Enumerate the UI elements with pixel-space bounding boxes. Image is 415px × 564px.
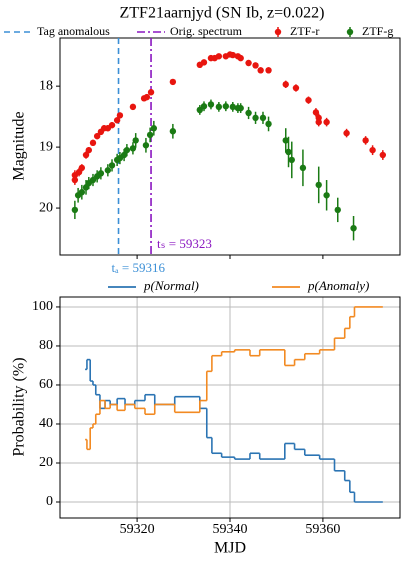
legend-label: Tag anomalous bbox=[37, 24, 110, 38]
data-point bbox=[237, 54, 244, 62]
y-tick-label: 60 bbox=[39, 377, 53, 392]
y-tick-label: 20 bbox=[39, 455, 53, 470]
data-point bbox=[252, 114, 259, 122]
data-point bbox=[85, 146, 92, 154]
data-point bbox=[245, 59, 252, 67]
data-point bbox=[305, 96, 312, 104]
legend-label: p(Anomaly) bbox=[307, 278, 369, 293]
data-point bbox=[343, 129, 350, 137]
data-point bbox=[150, 125, 158, 132]
x-tick-label: 59340 bbox=[213, 522, 248, 537]
data-point bbox=[288, 156, 295, 164]
data-point bbox=[169, 78, 177, 86]
data-point bbox=[282, 137, 289, 144]
data-point bbox=[362, 137, 369, 144]
data-point bbox=[282, 81, 289, 88]
data-point bbox=[71, 176, 79, 184]
y-tick-label: 80 bbox=[39, 338, 53, 353]
data-point bbox=[93, 132, 101, 140]
data-point bbox=[334, 206, 341, 214]
data-point bbox=[259, 114, 267, 122]
data-point bbox=[97, 170, 105, 177]
data-point bbox=[116, 112, 124, 119]
data-point bbox=[132, 137, 139, 144]
data-point bbox=[129, 103, 137, 111]
data-point bbox=[129, 145, 137, 152]
y-tick-label: 19 bbox=[39, 139, 53, 154]
data-point bbox=[215, 103, 223, 111]
data-point bbox=[89, 139, 97, 147]
y-tick-label: 20 bbox=[39, 200, 53, 215]
y-axis-label: Probability (%) bbox=[11, 357, 28, 456]
data-point bbox=[323, 192, 330, 199]
legend-label: ZTF-g bbox=[362, 24, 393, 38]
data-point bbox=[207, 101, 215, 108]
data-point bbox=[146, 131, 154, 139]
y-tick-label: 100 bbox=[32, 299, 53, 314]
data-point bbox=[104, 167, 112, 174]
data-point bbox=[78, 164, 86, 172]
data-point bbox=[200, 59, 208, 66]
y-tick-label: 0 bbox=[46, 494, 53, 509]
data-point bbox=[292, 84, 300, 92]
legend-label: p(Normal) bbox=[143, 278, 199, 293]
data-point bbox=[120, 151, 128, 159]
data-point bbox=[252, 62, 259, 69]
data-point bbox=[369, 146, 376, 154]
data-point bbox=[265, 67, 272, 74]
data-point bbox=[82, 151, 90, 159]
data-point bbox=[323, 118, 330, 126]
legend-label: Orig. spectrum bbox=[170, 24, 243, 38]
data-point bbox=[299, 164, 307, 172]
legend-label: ZTF-r bbox=[290, 24, 319, 38]
data-point bbox=[257, 67, 264, 74]
plot-frame bbox=[59, 296, 401, 519]
data-point bbox=[222, 103, 230, 110]
data-point bbox=[245, 109, 252, 117]
chart-title: ZTF21aarnjyd (SN Ib, z=0.022) bbox=[120, 5, 325, 22]
plot-frame bbox=[59, 37, 401, 256]
data-point bbox=[237, 104, 244, 112]
data-point bbox=[71, 206, 79, 214]
data-point bbox=[108, 121, 116, 129]
data-point bbox=[200, 103, 208, 110]
legend-swatch bbox=[346, 28, 354, 36]
data-point bbox=[78, 189, 86, 196]
y-axis-label: Magnitude bbox=[11, 111, 28, 180]
annotation: tₐ = 59316 bbox=[112, 260, 166, 275]
data-point bbox=[350, 224, 357, 232]
data-point bbox=[285, 148, 292, 156]
data-point bbox=[229, 103, 236, 111]
annotation: tₛ = 59323 bbox=[157, 236, 212, 251]
x-tick-label: 59360 bbox=[305, 522, 340, 537]
data-point bbox=[89, 176, 97, 184]
data-point bbox=[113, 117, 121, 124]
x-tick-label: 59320 bbox=[120, 522, 155, 537]
data-point bbox=[265, 120, 272, 128]
y-tick-label: 18 bbox=[39, 78, 53, 93]
data-point bbox=[108, 162, 116, 169]
data-point bbox=[215, 53, 223, 60]
legend-swatch bbox=[274, 28, 282, 36]
data-point bbox=[147, 89, 155, 96]
data-point bbox=[169, 128, 177, 135]
data-point bbox=[379, 151, 387, 159]
data-point bbox=[123, 146, 131, 154]
data-point bbox=[196, 106, 204, 114]
data-point bbox=[312, 109, 320, 116]
data-point bbox=[315, 181, 322, 189]
x-axis-label: MJD bbox=[214, 540, 246, 557]
y-tick-label: 40 bbox=[39, 416, 53, 431]
data-point bbox=[142, 142, 150, 149]
data-point bbox=[143, 93, 151, 101]
data-point bbox=[229, 51, 236, 59]
data-point bbox=[315, 118, 322, 126]
